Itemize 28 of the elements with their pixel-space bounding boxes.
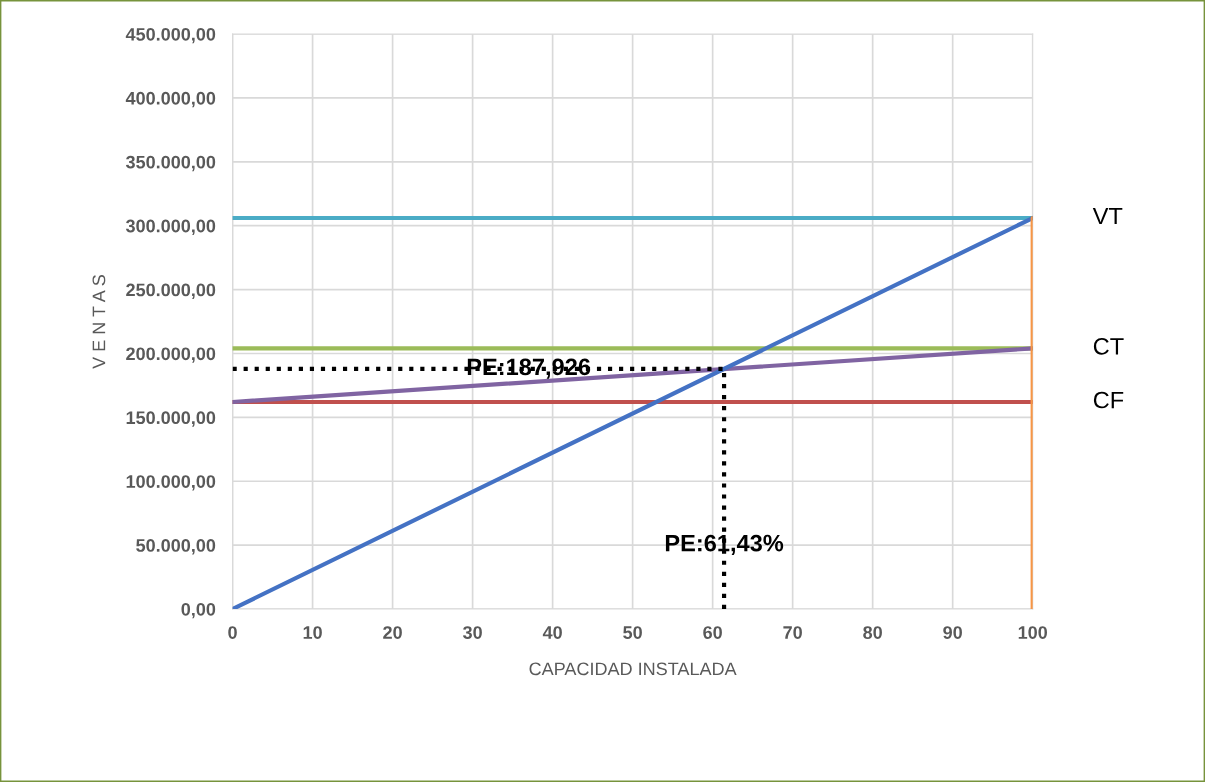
y-tick-label: 100.000,00: [126, 475, 216, 491]
annotation: VT: [1092, 207, 1123, 225]
x-tick-label: 90: [943, 626, 962, 639]
x-tick-label: 20: [383, 626, 402, 639]
x-tick-label: 30: [462, 626, 482, 639]
y-axis-title: V E N T A S: [92, 275, 106, 369]
y-tick-label: 450.000,00: [125, 27, 216, 44]
x-tick-label: 40: [542, 626, 562, 639]
y-tick-label: 150.000,00: [126, 411, 216, 427]
y-tick-label: 300.000,00: [125, 219, 216, 236]
x-tick-label: 60: [703, 626, 722, 639]
x-tick-label: 50: [623, 626, 642, 639]
x-tick-label: 10: [303, 626, 322, 639]
annotation: PE:61,43%: [665, 534, 784, 555]
y-tick-label: 0,00: [181, 602, 216, 619]
x-tick-label: 70: [783, 626, 802, 639]
x-tick-label: 0: [228, 626, 237, 639]
y-tick-label: 250.000,00: [126, 283, 216, 299]
y-tick-label: 350.000,00: [125, 155, 216, 172]
x-axis-title: CAPACIDAD INSTALADA: [529, 662, 737, 676]
annotation: CF: [1093, 391, 1124, 409]
annotation: PE:187,926: [467, 358, 591, 379]
y-tick-label: 200.000,00: [126, 347, 216, 363]
y-tick-label: 50.000,00: [136, 539, 216, 555]
x-tick-label: 80: [863, 626, 882, 639]
y-tick-label: 400.000,00: [125, 91, 216, 108]
x-tick-label: 100: [1018, 626, 1048, 639]
annotation: CT: [1093, 337, 1124, 355]
